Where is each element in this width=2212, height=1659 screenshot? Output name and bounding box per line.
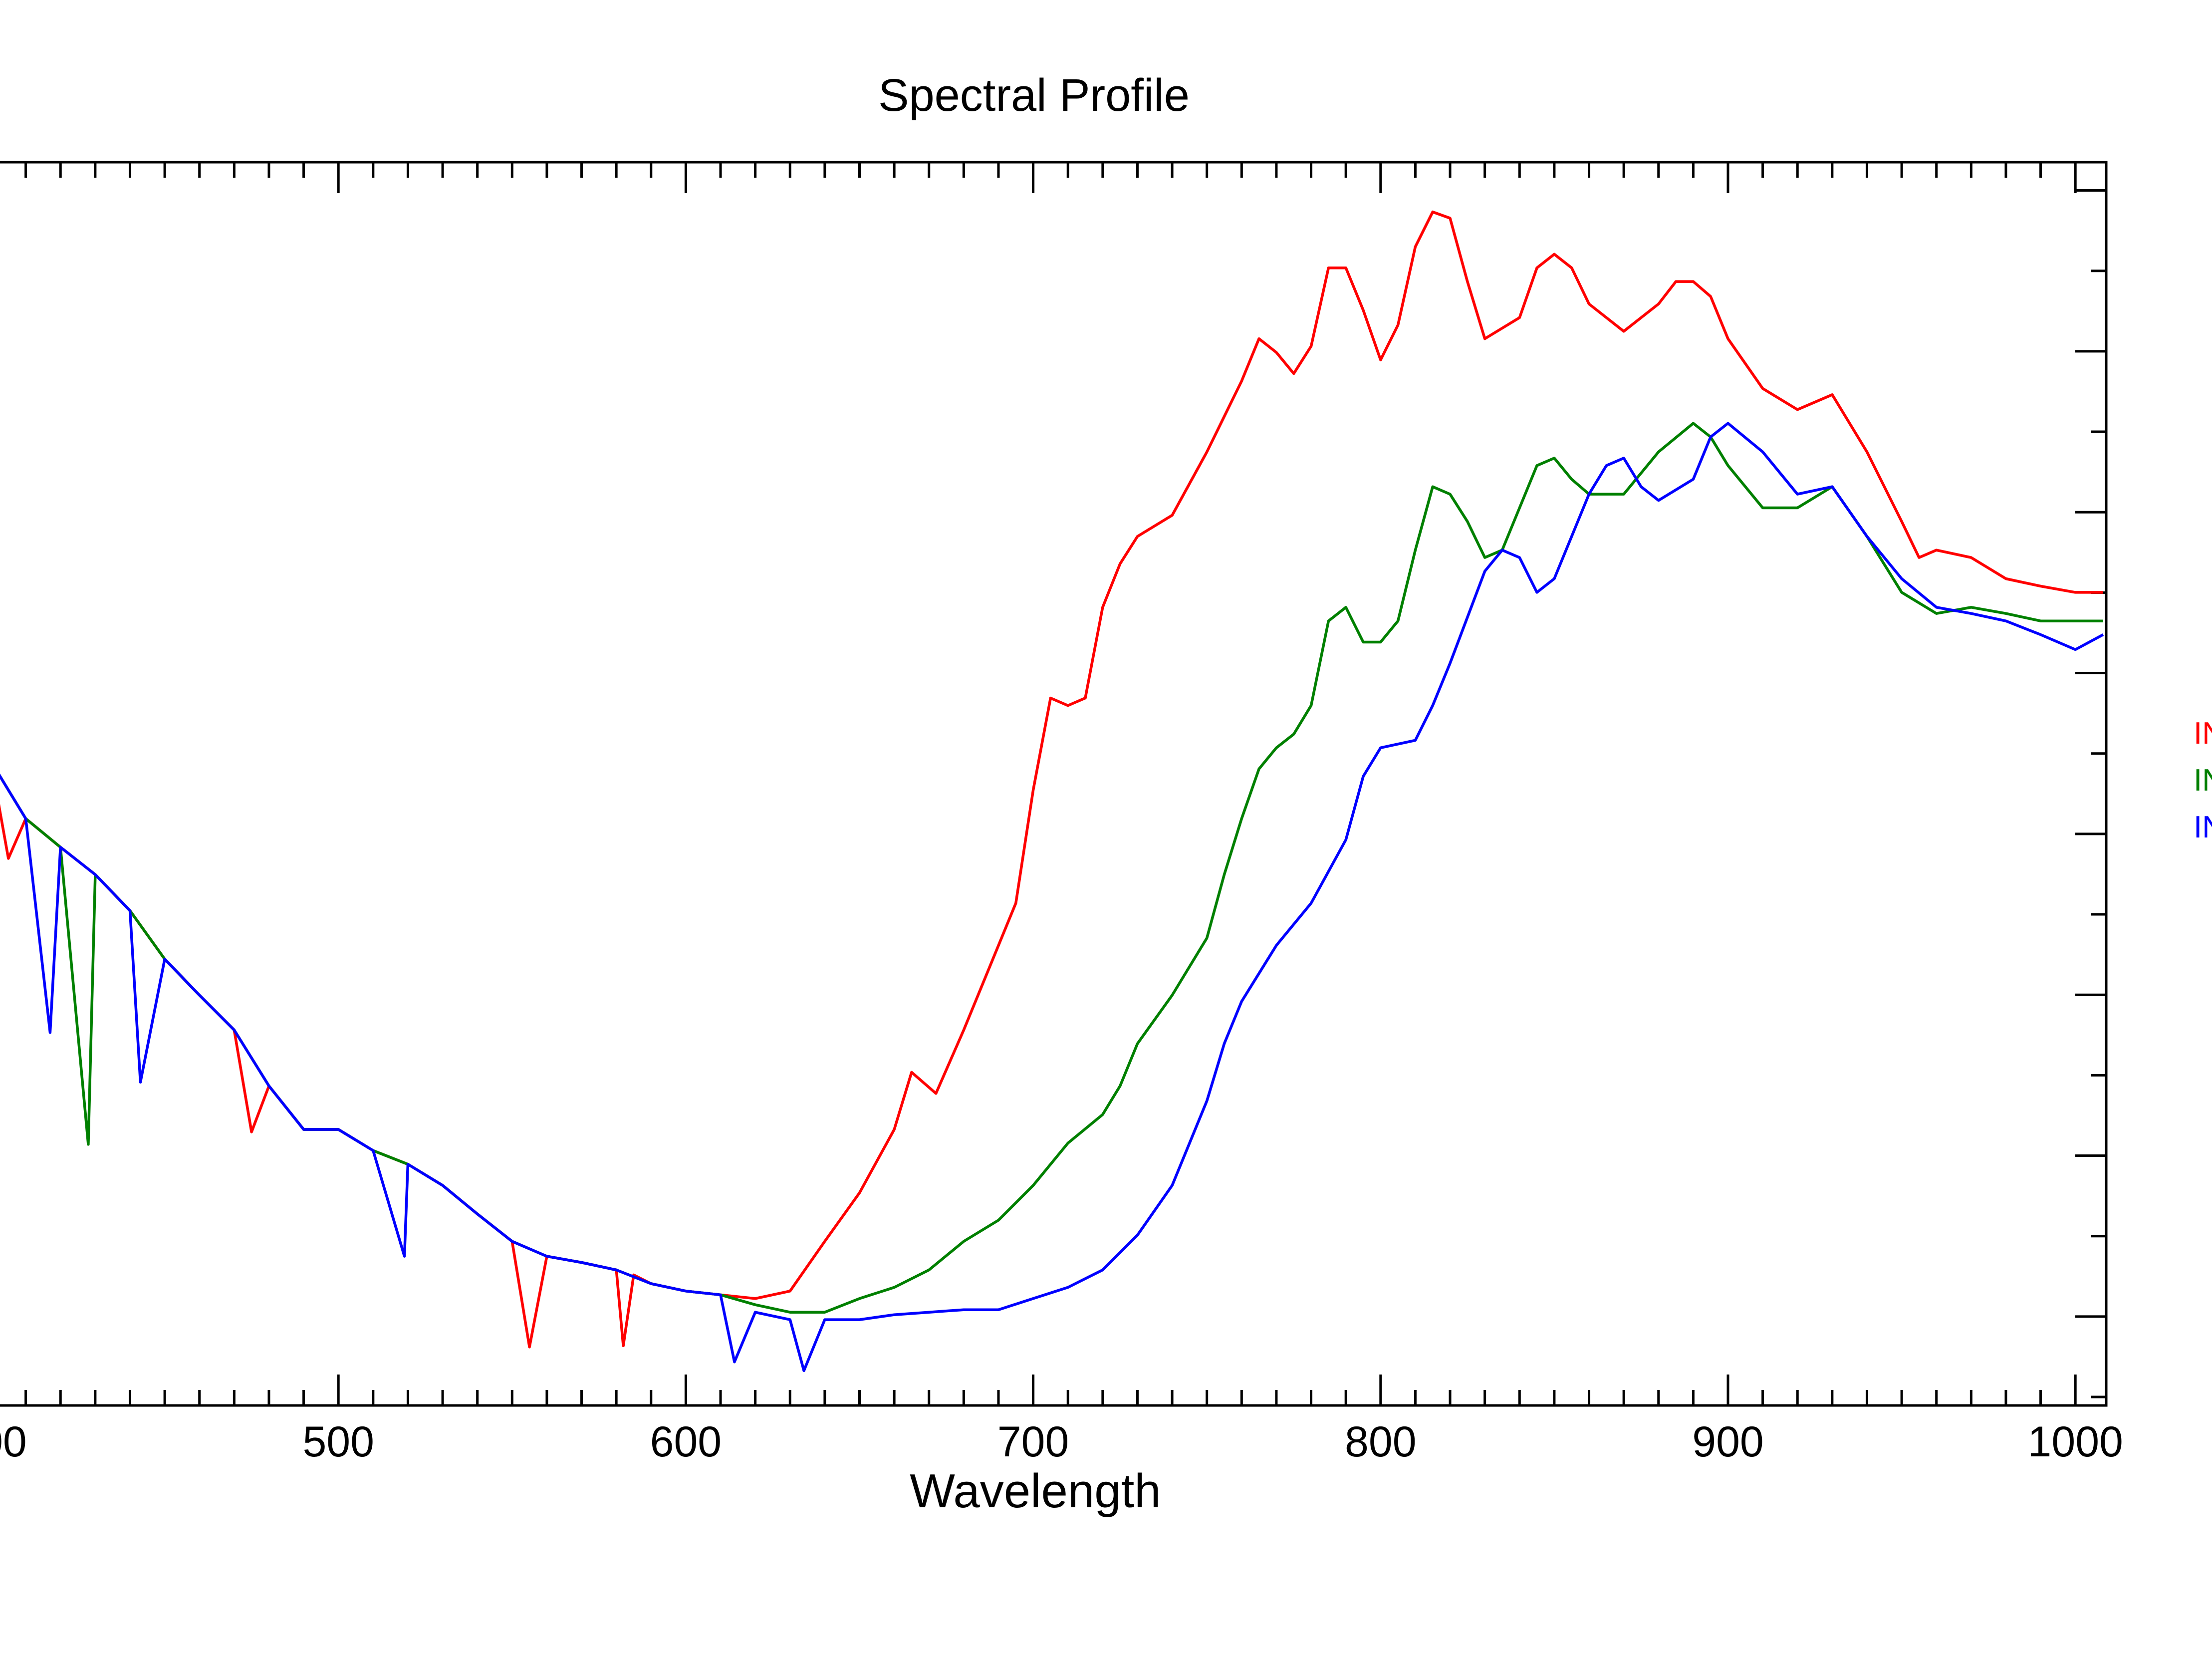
x-tick-label: 1000 (2028, 1418, 2123, 1466)
x-tick-label: 500 (302, 1418, 374, 1466)
chart-title: Spectral Profile (878, 70, 1190, 121)
axis-ticks (24, 162, 2106, 1405)
x-axis-label: Wavelength (910, 1464, 1161, 1518)
plot-frame (0, 161, 2108, 1407)
series-line-2 (0, 422, 2103, 1314)
x-tick-label: 600 (650, 1418, 722, 1466)
legend-entry-3: IN (2194, 810, 2212, 844)
x-tick-label: 900 (1692, 1418, 1764, 1466)
x-tick-label: 800 (1345, 1418, 1417, 1466)
x-tick-label: 700 (997, 1418, 1069, 1466)
legend: IN IN IN (2194, 716, 2212, 844)
x-tick-labels: 400 500 600 700 800 900 1000 (0, 1418, 2123, 1466)
series-lines (0, 210, 2104, 1373)
series-line-3 (0, 422, 2104, 1373)
legend-entry-2: IN (2194, 763, 2212, 798)
x-tick-label: 400 (0, 1418, 27, 1466)
series-line-1 (0, 210, 2103, 1349)
legend-entry-1: IN (2194, 716, 2212, 751)
